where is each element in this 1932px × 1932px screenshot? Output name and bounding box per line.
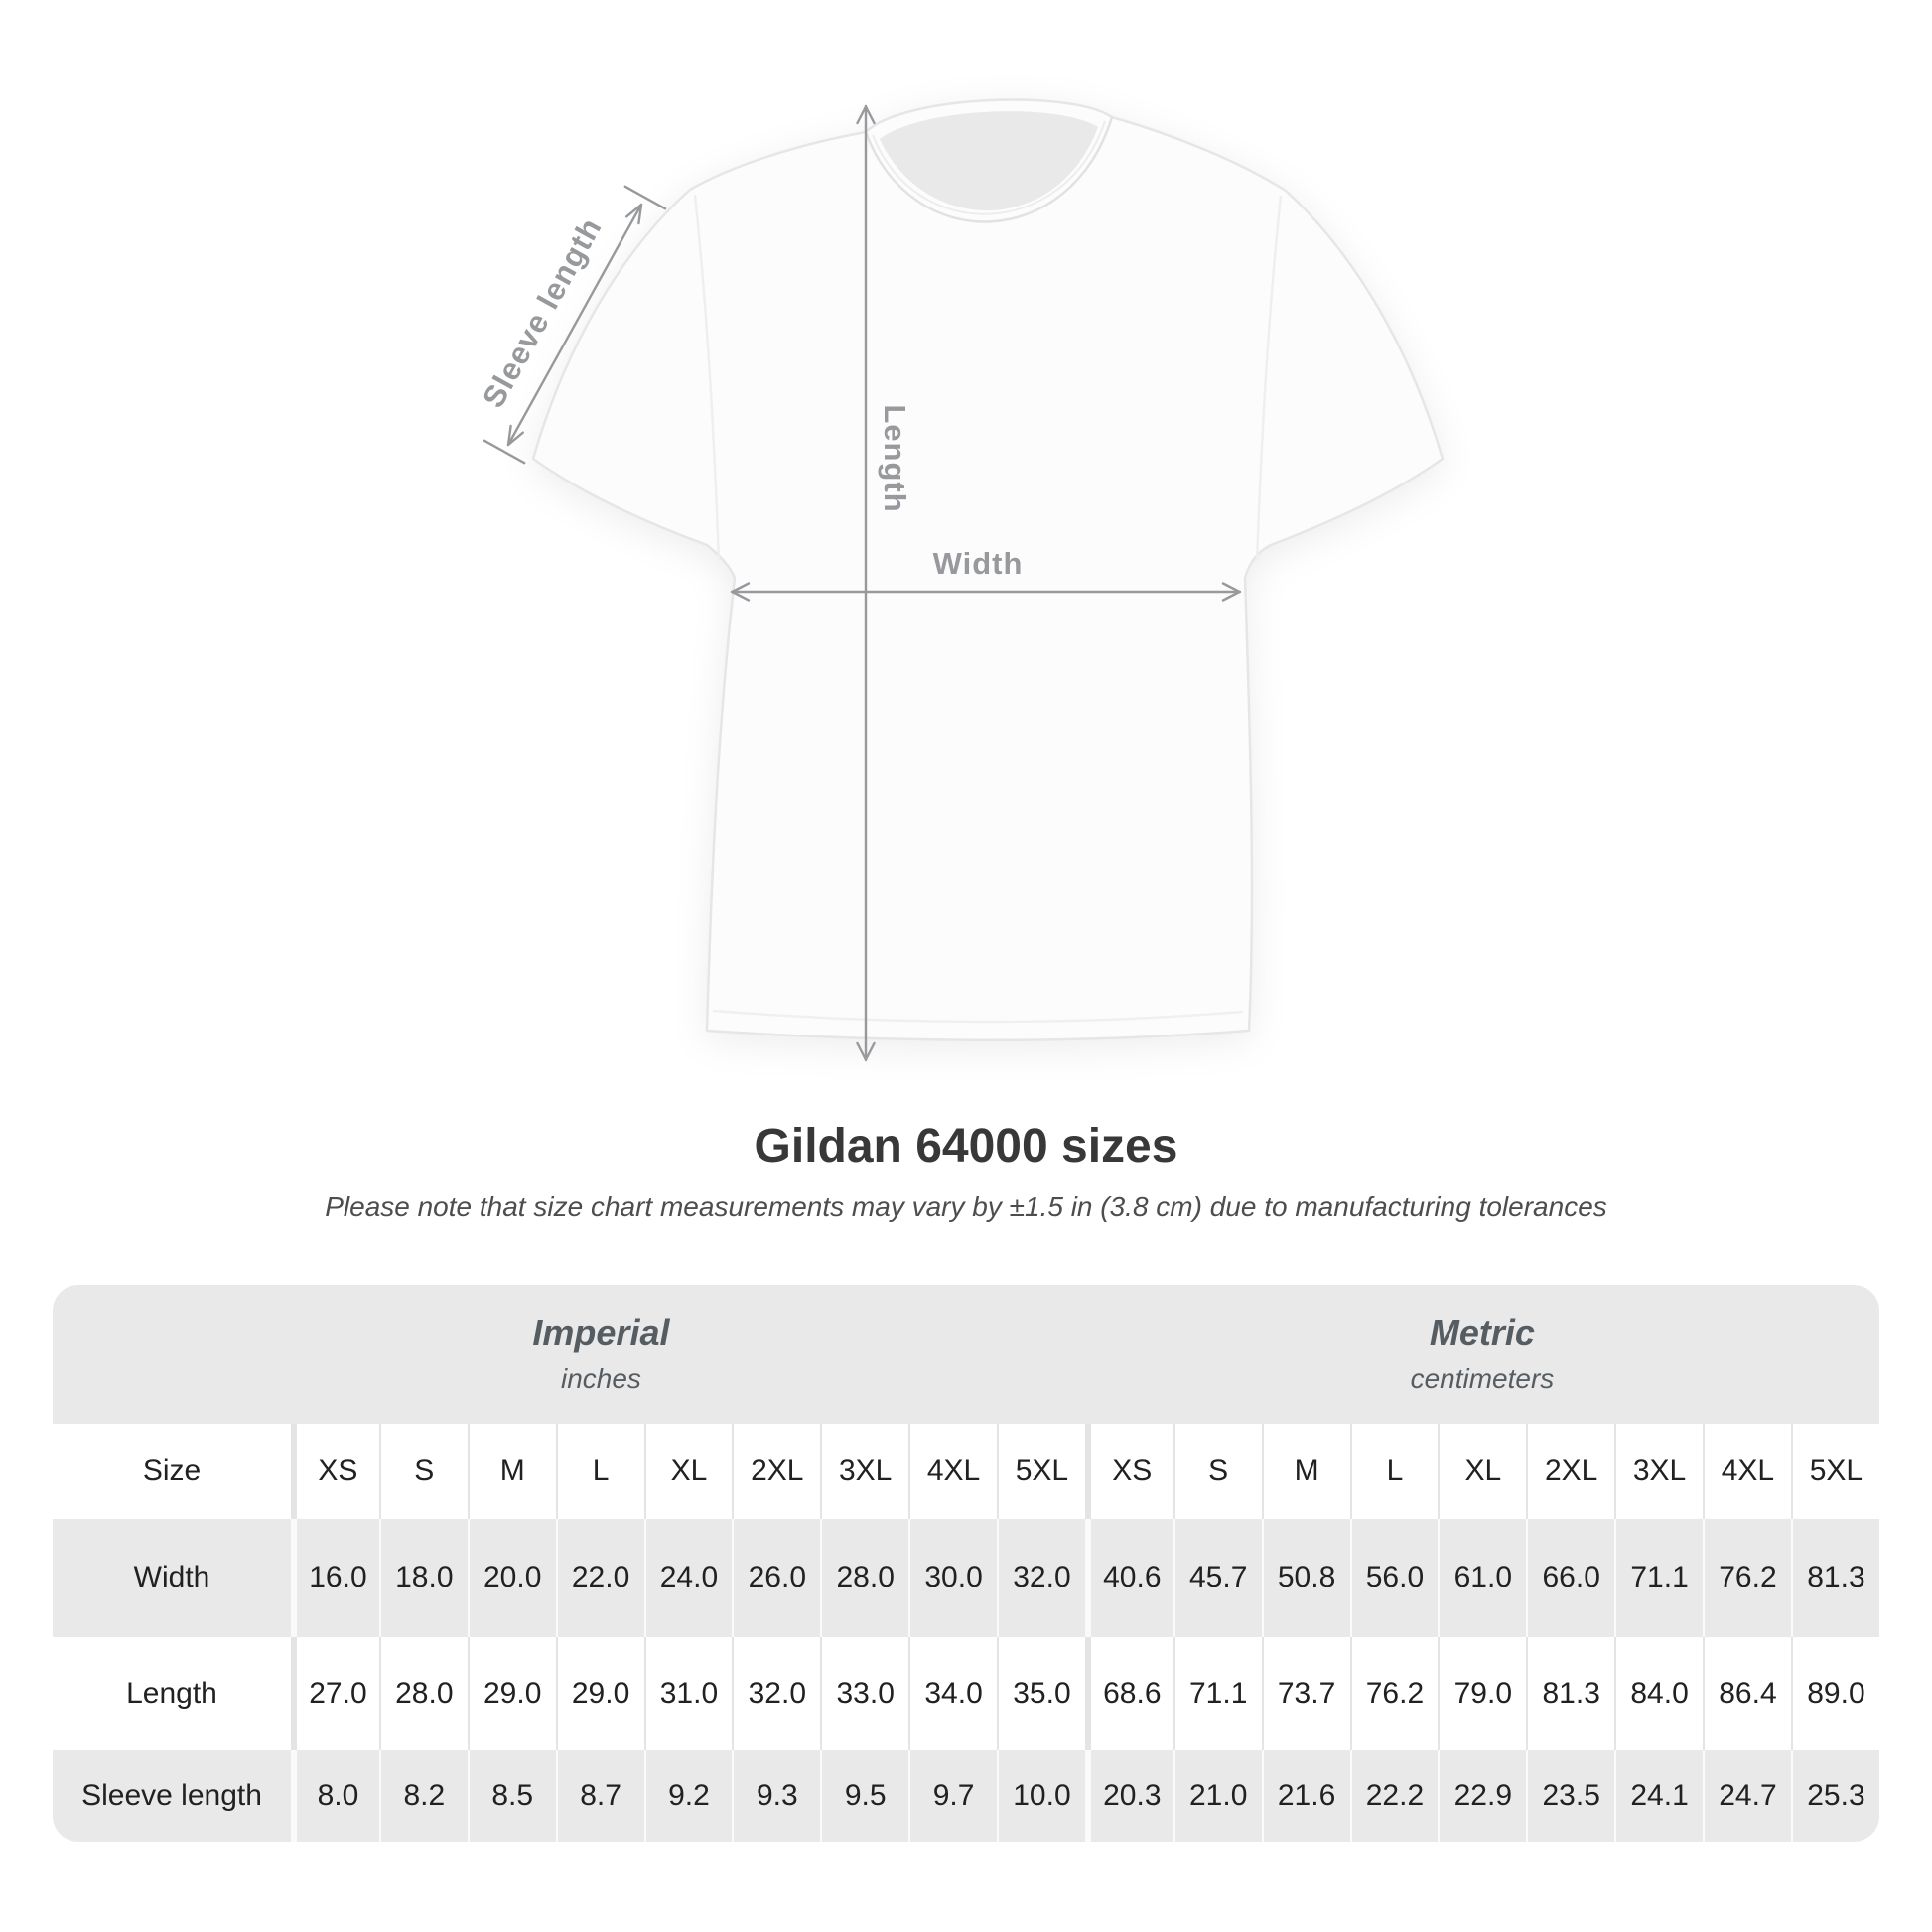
value-cell: 33.0 — [820, 1636, 908, 1750]
value-cell: 86.4 — [1703, 1636, 1791, 1750]
col-header: XL — [643, 1423, 733, 1519]
size-column-header: Size — [142, 1453, 202, 1487]
value-cell: 23.5 — [1526, 1749, 1614, 1842]
tshirt-measurement-diagram: Length Width Sleeve length — [476, 98, 1445, 1062]
value-cell: 76.2 — [1703, 1518, 1791, 1637]
imperial-group-header: Imperial inches — [53, 1284, 1085, 1424]
width-dimension-line: Width — [730, 546, 1242, 602]
value-cell: 50.8 — [1261, 1518, 1350, 1637]
value-cell: 76.2 — [1349, 1636, 1439, 1750]
row-label-sleeve-length: Sleeve length — [81, 1778, 262, 1812]
value-cell: 9.7 — [908, 1749, 997, 1842]
col-header: 4XL — [908, 1423, 997, 1519]
table-row: Length 27.0 28.0 29.0 29.0 31.0 32.0 33.… — [53, 1636, 1879, 1750]
table-row: Imperial inches Metric centimeters — [53, 1284, 1879, 1424]
metric-units: centimeters — [1410, 1363, 1555, 1395]
value-cell: 9.2 — [643, 1749, 733, 1842]
col-header: 3XL — [820, 1423, 908, 1519]
col-header: M — [467, 1423, 556, 1519]
value-cell: 27.0 — [291, 1636, 379, 1750]
value-cell: 9.3 — [732, 1749, 820, 1842]
table-row: Width 16.0 18.0 20.0 22.0 24.0 26.0 28.0… — [53, 1518, 1879, 1637]
value-cell: 28.0 — [820, 1518, 908, 1637]
row-label-length: Length — [126, 1676, 217, 1710]
value-cell: 29.0 — [555, 1636, 644, 1750]
value-cell: 8.7 — [555, 1749, 644, 1842]
length-dimension-line: Length — [856, 104, 912, 1062]
col-header: 2XL — [732, 1423, 820, 1519]
value-cell: 61.0 — [1438, 1518, 1526, 1637]
value-cell: 71.1 — [1614, 1518, 1703, 1637]
col-header: S — [378, 1423, 468, 1519]
value-cell: 22.9 — [1438, 1749, 1526, 1842]
value-cell: 84.0 — [1614, 1636, 1703, 1750]
col-header: 2XL — [1526, 1423, 1614, 1519]
imperial-units: inches — [560, 1363, 641, 1395]
metric-group-header: Metric centimeters — [1084, 1284, 1879, 1424]
col-header: XL — [1438, 1423, 1526, 1519]
imperial-label: Imperial — [532, 1312, 670, 1354]
col-header: XS — [291, 1423, 379, 1519]
tolerance-note: Please note that size chart measurements… — [325, 1190, 1607, 1222]
value-cell: 68.6 — [1084, 1636, 1173, 1750]
value-cell: 30.0 — [908, 1518, 997, 1637]
table-row: Size XS S M L XL 2XL 3XL 4XL 5XL XS S M … — [53, 1423, 1879, 1519]
value-cell: 8.2 — [378, 1749, 468, 1842]
col-header: 5XL — [1790, 1423, 1879, 1519]
value-cell: 21.6 — [1261, 1749, 1350, 1842]
metric-label: Metric — [1429, 1312, 1535, 1354]
value-cell: 20.0 — [467, 1518, 556, 1637]
col-header: 3XL — [1614, 1423, 1703, 1519]
value-cell: 24.0 — [643, 1518, 733, 1637]
row-label-width: Width — [133, 1561, 210, 1594]
value-cell: 79.0 — [1438, 1636, 1526, 1750]
size-table-card: Imperial inches Metric centimeters Size … — [53, 1284, 1879, 1842]
col-header: 5XL — [997, 1423, 1085, 1519]
value-cell: 28.0 — [378, 1636, 468, 1750]
value-cell: 29.0 — [467, 1636, 556, 1750]
value-cell: 25.3 — [1790, 1749, 1879, 1842]
value-cell: 45.7 — [1173, 1518, 1262, 1637]
value-cell: 24.1 — [1614, 1749, 1703, 1842]
value-cell: 22.2 — [1349, 1749, 1439, 1842]
value-cell: 10.0 — [997, 1749, 1085, 1842]
value-cell: 40.6 — [1084, 1518, 1173, 1637]
tshirt-shape — [531, 98, 1445, 1041]
value-cell: 26.0 — [732, 1518, 820, 1637]
tshirt-illustration: Length Width Sleeve length — [476, 98, 1445, 1062]
value-cell: 8.0 — [291, 1749, 379, 1842]
value-cell: 32.0 — [732, 1636, 820, 1750]
value-cell: 24.7 — [1703, 1749, 1791, 1842]
length-label: Length — [878, 404, 912, 512]
value-cell: 35.0 — [997, 1636, 1085, 1750]
value-cell: 32.0 — [997, 1518, 1085, 1637]
table-row: Sleeve length 8.0 8.2 8.5 8.7 9.2 9.3 9.… — [53, 1749, 1879, 1842]
col-header: XS — [1084, 1423, 1173, 1519]
value-cell: 71.1 — [1173, 1636, 1262, 1750]
value-cell: 34.0 — [908, 1636, 997, 1750]
page-title: Gildan 64000 sizes — [754, 1120, 1178, 1173]
value-cell: 81.3 — [1790, 1518, 1879, 1637]
col-header: L — [555, 1423, 644, 1519]
value-cell: 81.3 — [1526, 1636, 1614, 1750]
value-cell: 16.0 — [291, 1518, 379, 1637]
value-cell: 66.0 — [1526, 1518, 1614, 1637]
value-cell: 18.0 — [378, 1518, 468, 1637]
col-header: 4XL — [1703, 1423, 1791, 1519]
value-cell: 21.0 — [1173, 1749, 1262, 1842]
value-cell: 31.0 — [643, 1636, 733, 1750]
col-header: M — [1261, 1423, 1350, 1519]
width-label: Width — [933, 546, 1024, 581]
value-cell: 20.3 — [1084, 1749, 1173, 1842]
value-cell: 8.5 — [467, 1749, 556, 1842]
value-cell: 73.7 — [1261, 1636, 1350, 1750]
value-cell: 89.0 — [1790, 1636, 1879, 1750]
size-table: Imperial inches Metric centimeters Size … — [53, 1284, 1879, 1842]
col-header: L — [1349, 1423, 1439, 1519]
value-cell: 56.0 — [1349, 1518, 1439, 1637]
value-cell: 9.5 — [820, 1749, 908, 1842]
col-header: S — [1173, 1423, 1262, 1519]
value-cell: 22.0 — [555, 1518, 644, 1637]
